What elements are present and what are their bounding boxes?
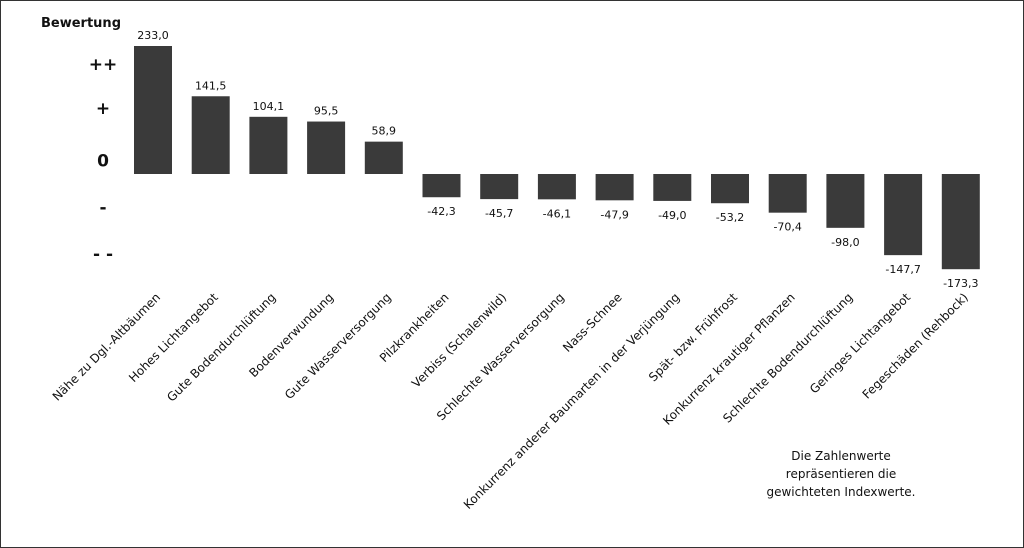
- bar: [480, 174, 519, 200]
- value-label: 58,9: [372, 125, 397, 138]
- y-axis-label: Bewertung: [41, 16, 121, 31]
- value-label: -173,3: [943, 277, 978, 290]
- value-label: -45,7: [485, 207, 513, 220]
- bar: [134, 46, 172, 174]
- value-label: -49,0: [658, 209, 686, 222]
- bar: [191, 96, 230, 174]
- bar: [884, 174, 923, 256]
- category-label: Geringes Lichtangebot: [807, 290, 913, 396]
- value-label: 104,1: [253, 100, 285, 113]
- bar: [537, 174, 576, 200]
- bars: [134, 46, 980, 270]
- value-labels: 233,0 141,5 104,1 95,5 58,9 -42,3 -45,7 -46,1 -4…: [137, 29, 978, 290]
- scale-label: -: [99, 198, 106, 218]
- bar: [595, 174, 634, 201]
- bar: [249, 116, 288, 174]
- bar: [711, 174, 749, 204]
- value-label: 95,5: [314, 105, 339, 118]
- value-label: -47,9: [600, 208, 628, 221]
- category-label: Nass-Schnee: [560, 290, 625, 355]
- bar: [307, 121, 346, 174]
- note-line-1: Die Zahlenwerte: [791, 449, 891, 463]
- bar: [364, 141, 403, 174]
- scale-label: - -: [93, 245, 113, 265]
- note-line-2: repräsentieren die: [785, 467, 897, 481]
- scale-label: ++: [89, 55, 118, 75]
- note-line-3: gewichteten Indexwerte.: [766, 485, 916, 499]
- category-label: Gute Bodendurchlüftung: [164, 290, 278, 404]
- bar: [826, 174, 865, 228]
- rating-scale: +++0-- -: [89, 55, 118, 265]
- value-label: -53,2: [716, 211, 744, 224]
- value-label: -147,7: [885, 263, 920, 276]
- note-text: Die Zahlenwerte repräsentieren die gewic…: [731, 447, 951, 501]
- category-label: Verbiss (Schalenwild): [409, 290, 509, 390]
- value-label: -42,3: [427, 205, 455, 218]
- value-label: -70,4: [773, 221, 801, 234]
- value-label: -98,0: [831, 236, 859, 249]
- bar: [941, 174, 980, 270]
- category-label: Nähe zu Dgl.-Altbäumen: [50, 290, 163, 403]
- scale-label: 0: [97, 151, 109, 171]
- category-label: Fegeschäden (Rehbock): [860, 290, 971, 401]
- bar: [422, 174, 461, 198]
- category-label: Gute Wasserversorgung: [282, 290, 394, 402]
- bar: [768, 174, 807, 213]
- value-label: -46,1: [543, 207, 571, 220]
- scale-label: +: [96, 99, 110, 119]
- category-label: Konkurrenz anderer Baumarten in der Verj…: [461, 290, 683, 512]
- category-label: Schlechte Wasserversorgung: [434, 290, 567, 423]
- value-label: 141,5: [195, 79, 227, 92]
- bar: [653, 174, 692, 201]
- value-label: 233,0: [137, 29, 169, 42]
